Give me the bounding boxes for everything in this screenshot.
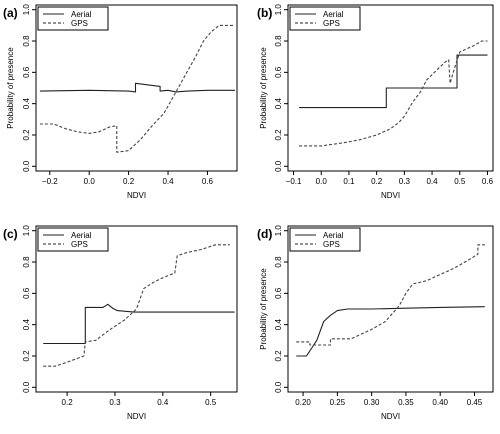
y-tick-label: 1.0 — [274, 225, 283, 237]
plot-frame — [35, 4, 238, 172]
y-tick-label: 0.8 — [22, 35, 31, 47]
series-line-aerial — [39, 82, 235, 93]
series-line-gps — [299, 40, 488, 147]
y-tick-label: 0.6 — [274, 66, 283, 78]
legend-label-aerial: Aerial — [323, 231, 344, 240]
series-line-aerial — [296, 306, 485, 357]
chart-panel-2: (b)0.00.20.40.60.81.0−0.1 0.0 0.1 0.2 0.3 0.4… — [257, 4, 494, 200]
x-tick-label: 0.4 — [426, 177, 438, 186]
legend-box — [289, 6, 361, 31]
y-axis-title: Probability of presence — [259, 47, 268, 129]
y-tick-label: 0.6 — [22, 287, 31, 299]
panel-label: (d) — [257, 227, 272, 241]
legend-label-gps: GPS — [323, 240, 340, 249]
x-tick-label: 0.40 — [432, 398, 448, 407]
y-tick-label: 0.8 — [22, 256, 31, 268]
series-line-gps — [43, 244, 230, 367]
x-tick-label: 0.2 — [123, 177, 135, 186]
y-tick-label: 1.0 — [274, 4, 283, 16]
x-tick-label: −0.1 — [286, 177, 302, 186]
series-line-gps — [296, 244, 485, 346]
y-tick-label: 1.0 — [22, 4, 31, 16]
y-tick-label: 0.0 — [274, 381, 283, 393]
x-tick-label: −0.2 — [42, 177, 58, 186]
legend-label-aerial: Aerial — [71, 231, 92, 240]
y-tick-label: 0.6 — [274, 287, 283, 299]
legend-box — [37, 6, 109, 31]
y-tick-label: 0.2 — [22, 350, 31, 362]
x-tick-label: 0.5 — [454, 177, 466, 186]
x-tick-label: 0.45 — [467, 398, 483, 407]
series-line-gps — [39, 24, 235, 153]
x-tick-label: 0.25 — [330, 398, 346, 407]
chart-panel-1: (a) 0.0 0.2 0.4 0.6 0.8 1.0 −0.2 0.0 0.2 0.4 0.6 NDV… — [3, 4, 238, 200]
x-tick-label: 0.2 — [371, 177, 383, 186]
y-tick-label: 0.8 — [274, 256, 283, 268]
plot-frame — [287, 225, 494, 393]
y-tick-label: 0.4 — [22, 319, 31, 331]
x-tick-label: 0.4 — [157, 398, 169, 407]
legend-label-aerial: Aerial — [323, 10, 344, 19]
legend-box — [289, 227, 361, 252]
x-tick-label: 0.20 — [295, 398, 311, 407]
x-tick-label: 0.35 — [398, 398, 414, 407]
x-tick-label: 0.0 — [316, 177, 328, 186]
chart-panel-4: (d) 0.0 0.2 0.4 0.6 0.8 1.0 0.20 0.25 0.30 0.35 0.4… — [257, 225, 494, 421]
x-axis-title: NDVI — [381, 191, 400, 200]
panel-label: (b) — [257, 6, 272, 20]
x-tick-label: 0.0 — [84, 177, 96, 186]
x-tick-label: 0.6 — [482, 177, 494, 186]
legend-label-gps: GPS — [71, 240, 88, 249]
legend-label-aerial: Aerial — [71, 10, 92, 19]
legend-box — [37, 227, 109, 252]
y-axis-title: Probability of presence — [6, 47, 15, 129]
series-line-aerial — [299, 54, 488, 109]
x-tick-label: 0.2 — [62, 398, 74, 407]
y-tick-label: 0.2 — [22, 129, 31, 141]
plot-frame — [35, 225, 238, 393]
panel-label: (a) — [3, 6, 18, 20]
y-tick-label: 0.8 — [274, 35, 283, 47]
x-tick-label: 0.1 — [343, 177, 355, 186]
y-tick-label: 1.0 — [22, 225, 31, 237]
series-line-aerial — [43, 303, 235, 345]
x-tick-label: 0.3 — [399, 177, 411, 186]
x-axis-title: NDVI — [127, 412, 146, 421]
y-tick-label: 0.0 — [22, 381, 31, 393]
y-tick-label: 0.2 — [274, 350, 283, 362]
y-tick-label: 0.4 — [22, 98, 31, 110]
y-tick-label: 0.0 — [274, 160, 283, 172]
y-tick-label: 0.4 — [274, 98, 283, 110]
chart-panel-3: (c) 0.0 0.2 0.4 0.6 0.8 1.0 0.2 0.3 0.4 0.5 NDVI Aer… — [3, 225, 238, 421]
x-tick-label: 0.6 — [202, 177, 214, 186]
legend-label-gps: GPS — [323, 19, 340, 28]
x-tick-label: 0.5 — [205, 398, 217, 407]
y-tick-label: 0.0 — [22, 160, 31, 172]
x-axis-title: NDVI — [381, 412, 400, 421]
y-tick-label: 0.2 — [274, 129, 283, 141]
x-tick-label: 0.30 — [364, 398, 380, 407]
x-tick-label: 0.4 — [162, 177, 174, 186]
y-tick-label: 0.4 — [274, 319, 283, 331]
legend-label-gps: GPS — [71, 19, 88, 28]
x-tick-label: 0.3 — [109, 398, 121, 407]
y-tick-label: 0.6 — [22, 66, 31, 78]
panel-label: (c) — [3, 227, 18, 241]
y-axis-title: Probability of presence — [259, 268, 268, 350]
plot-frame — [287, 4, 494, 172]
x-axis-title: NDVI — [127, 191, 146, 200]
